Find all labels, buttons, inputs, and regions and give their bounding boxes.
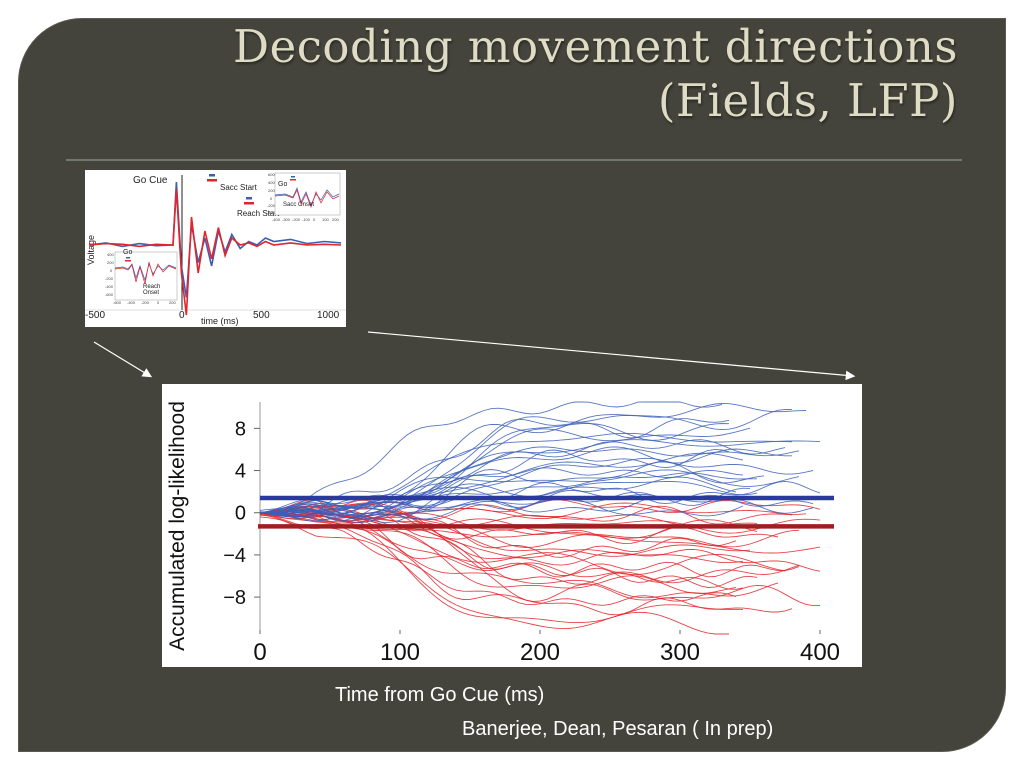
blue-trial-trace	[259, 498, 744, 520]
red-trial-trace	[259, 508, 800, 578]
sacc-xtick: 100	[322, 217, 329, 222]
sacc-start-label: Sacc Start	[220, 183, 258, 192]
inset-x-label: time (ms)	[201, 316, 239, 326]
x-tick-label: 200	[520, 639, 560, 666]
reach-go-label: Go	[123, 249, 132, 256]
blue-trial-trace	[259, 480, 821, 514]
reach-trace-red	[114, 261, 177, 285]
go-cue-label: Go Cue	[133, 175, 168, 186]
arrow-left	[93, 341, 153, 378]
red-trial-trace	[259, 509, 821, 572]
sacc-xtick: -300	[282, 217, 291, 222]
sacc-xtick: -200	[292, 217, 301, 222]
sacc-xtick: -100	[302, 217, 311, 222]
chart-axes: 8 4 0 −4 −8 0 100 200 300 400	[223, 402, 840, 666]
blue-trial-traces	[259, 401, 821, 524]
reach-onset-label-2: Onset	[143, 290, 159, 296]
reach-ytick: 200	[107, 260, 114, 265]
x-tick-label: 0	[253, 639, 266, 666]
reach-xtick: 0	[157, 300, 160, 305]
y-tick-label: 0	[235, 503, 246, 525]
sacc-trace-blue	[274, 186, 340, 206]
y-tick-label: 8	[235, 418, 246, 440]
reach-subinset-ticks: 400 200 0 -200 -400 -600 -600 -400 -200 …	[105, 252, 176, 305]
citation: Banerjee, Dean, Pesaran ( In prep)	[462, 718, 774, 740]
lfp-inset-chart: Go Cue Voltage Sacc Start Reach Start 60…	[85, 172, 346, 326]
x-tick-label: 300	[660, 639, 700, 666]
reach-xtick: -400	[127, 300, 136, 305]
sacc-xtick: 0	[313, 217, 316, 222]
reach-ytick: -400	[105, 284, 114, 289]
sacc-onset-label: Sacc Onset	[283, 202, 314, 208]
sacc-ytick: 600	[268, 172, 275, 177]
sacc-xtick: 200	[332, 217, 339, 222]
decision-thresholds	[258, 495, 834, 529]
sacc-go-label: Go	[278, 181, 287, 188]
reach-trace-blue	[114, 262, 177, 282]
inset-xtick: 1000	[317, 310, 340, 321]
reach-xtick: 200	[169, 300, 176, 305]
inset-xtick: -500	[85, 310, 105, 321]
sacc-ytick: 200	[268, 188, 275, 193]
sacc-ytick: 400	[268, 180, 275, 185]
reach-ytick: -200	[105, 276, 114, 281]
blue-trial-trace	[259, 401, 723, 511]
reach-xtick: -600	[113, 300, 122, 305]
arrow-right	[367, 331, 856, 381]
reach-xtick: -200	[141, 300, 150, 305]
x-tick-label: 100	[380, 639, 420, 666]
sacc-ytick: 0	[270, 196, 273, 201]
x-axis-caption: Time from Go Cue (ms)	[335, 684, 545, 706]
y-axis-label: Accumulated log-likelihood	[166, 401, 189, 651]
decoding-chart-panel: 8 4 0 −4 −8 0 100 200 300 400 Accumulated log-lik…	[162, 384, 862, 667]
inset-xtick: 0	[179, 310, 185, 321]
reach-legend-red	[244, 202, 254, 205]
blue-trial-trace	[259, 457, 814, 515]
title-line-1: Decoding movement directions	[233, 20, 958, 73]
inset-y-label: Voltage	[86, 235, 96, 265]
slide-title: Decoding movement directions (Fields, LF…	[58, 20, 958, 128]
sacc-legend-red	[207, 179, 217, 182]
reach-ytick: 400	[107, 252, 114, 257]
reach-ytick: -600	[105, 292, 114, 297]
title-line-2: (Fields, LFP)	[657, 74, 958, 127]
sacc-ytick: -400	[267, 210, 276, 215]
inset-xtick: 500	[253, 310, 270, 321]
title-divider	[66, 159, 962, 161]
blue-trial-trace	[259, 461, 765, 520]
sacc-trace-red	[274, 189, 340, 209]
sacc-legend-blue	[209, 174, 215, 177]
sacc-subinset-ticks: 600 400 200 0 -200 -400 -400 -300 -200 -…	[267, 172, 339, 222]
inset-series-layer	[88, 181, 342, 316]
sacc-marker-blue	[291, 176, 295, 178]
inset-trace-red	[88, 188, 342, 316]
blue-trial-trace	[259, 446, 800, 522]
reach-legend-blue	[246, 197, 252, 200]
reach-start-label: Reach Start	[237, 209, 280, 218]
inset-trace-blue	[88, 181, 342, 298]
reach-ytick: 0	[110, 268, 113, 273]
y-tick-label: −4	[223, 545, 246, 567]
reach-marker-red	[125, 260, 131, 262]
red-trial-traces	[259, 499, 821, 635]
x-tick-label: 400	[800, 639, 840, 666]
reach-onset-label-1: Reach	[143, 284, 160, 290]
sacc-ytick: -200	[267, 203, 276, 208]
sacc-xtick: -400	[272, 217, 281, 222]
lfp-inset-figure: Go Cue Voltage Sacc Start Reach Start 60…	[85, 170, 346, 327]
y-tick-label: −8	[223, 587, 246, 609]
decoding-chart: 8 4 0 −4 −8 0 100 200 300 400 Accumulated log-lik…	[166, 401, 840, 666]
red-trial-trace	[259, 514, 729, 635]
sacc-marker-red	[290, 179, 296, 181]
y-tick-label: 4	[235, 461, 246, 483]
blue-trial-trace	[259, 467, 744, 515]
blue-trial-trace	[259, 469, 800, 522]
reach-marker-blue	[126, 257, 130, 259]
blue-trial-trace	[259, 481, 758, 524]
